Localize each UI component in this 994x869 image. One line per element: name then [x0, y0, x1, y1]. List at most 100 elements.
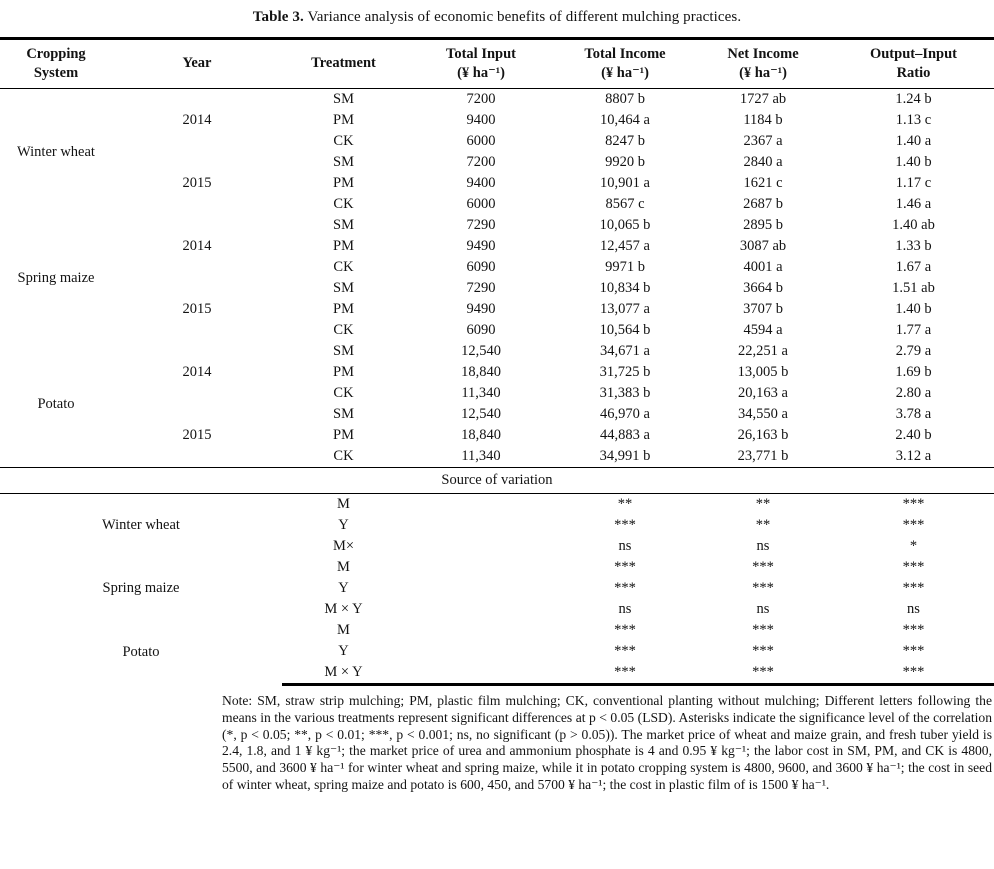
table-caption-label: Table 3.: [252, 9, 304, 25]
source-income-cell: ***: [557, 662, 693, 686]
data-row: CK 6090 10,564 b 4594 a 1.77 a: [0, 320, 994, 341]
total-income-cell: 31,725 b: [599, 364, 651, 380]
data-row: PM 9490 13,077 a 3707 b 1.40 b: [0, 299, 994, 320]
header-total-income: Total Income (¥ ha⁻¹): [557, 37, 693, 89]
source-income-cell: ns: [618, 601, 632, 617]
data-row: CK 6000 8247 b 2367 a 1.40 a: [0, 131, 994, 152]
source-net-cell: **: [755, 517, 771, 533]
source-input-cell: [405, 641, 557, 662]
table-caption-text: Variance analysis of economic benefits o…: [307, 9, 742, 25]
ratio-cell: 1.51 ab: [892, 280, 935, 296]
ratio-cell: 1.40 b: [895, 154, 932, 170]
year-cell: 2014: [182, 112, 212, 128]
header-row: Cropping System Year Treatment Total Inpu…: [0, 37, 994, 89]
header-output-input-ratio: Output–Input Ratio: [833, 37, 994, 89]
source-ratio-cell: ***: [902, 559, 925, 575]
ratio-cell: 1.40 a: [895, 133, 932, 149]
treatment-cell: CK: [282, 446, 405, 468]
source-ratio-cell: ***: [833, 662, 994, 686]
treatment-cell: SM: [333, 343, 354, 359]
source-row: Y *** *** ***: [0, 641, 994, 662]
source-of-variation-heading: Source of variation: [0, 467, 994, 494]
source-row: M × Y *** *** ***: [0, 662, 994, 686]
total-input-cell: 9400: [466, 175, 496, 191]
net-income-cell: 3707 b: [743, 301, 783, 317]
source-ratio-cell: ***: [902, 580, 925, 596]
total-input-cell: 9490: [466, 238, 496, 254]
source-input-cell: [405, 536, 557, 557]
source-input-cell: [405, 599, 557, 620]
source-input-cell: [405, 494, 557, 516]
data-row: Winter wheat 2014 SM 7200 8807 b 1727 ab 1.24 …: [0, 89, 994, 160]
year-cell: 2015: [182, 175, 212, 191]
data-row: PM 9400 10,901 a 1621 c 1.17 c: [0, 173, 994, 194]
treatment-cell: PM: [333, 364, 354, 380]
total-income-cell: 10,901 a: [600, 175, 650, 191]
data-row: PM 18,840 44,883 a 26,163 b 2.40 b: [0, 425, 994, 446]
table-header: Cropping System Year Treatment Total Inpu…: [0, 37, 994, 89]
source-row: Y *** *** ***: [0, 578, 994, 599]
net-income-cell: 22,251 a: [738, 343, 788, 359]
net-income-cell: 1184 b: [743, 112, 783, 128]
treatment-cell: CK: [333, 133, 354, 149]
factor-cell: M × Y: [282, 662, 405, 686]
source-row: Winter wheat M ** ** ***: [0, 494, 994, 533]
total-input-cell: 11,340: [461, 385, 501, 401]
total-income-cell: 13,077 a: [600, 301, 650, 317]
source-heading-section: Source of variation: [0, 467, 994, 494]
source-net-cell: ***: [693, 662, 833, 686]
treatment-cell: SM: [333, 406, 354, 422]
ratio-cell: 1.13 c: [895, 112, 932, 128]
crop-cell: Spring maize: [17, 269, 95, 286]
header-net-income: Net Income (¥ ha⁻¹): [693, 37, 833, 89]
factor-cell: M×: [332, 538, 355, 554]
source-input-cell: [405, 557, 557, 578]
crop-cell: Winter wheat: [17, 143, 95, 160]
net-income-cell: 3087 ab: [739, 238, 787, 254]
source-net-cell: ***: [752, 643, 774, 659]
total-income-cell: 9920 b: [605, 154, 645, 170]
total-input-cell: 12,540: [461, 343, 501, 359]
source-net-cell: ***: [752, 580, 774, 596]
source-income-cell: ns: [618, 538, 632, 554]
crop-cell: Potato: [37, 395, 75, 412]
total-input-cell: 7290: [466, 217, 496, 233]
total-input-cell: 18,840: [461, 364, 501, 380]
net-income-cell: 2840 a: [743, 154, 783, 170]
year-cell: 2015: [182, 427, 212, 443]
economics-table: Cropping System Year Treatment Total Inpu…: [0, 37, 994, 686]
factor-cell: M: [337, 496, 350, 512]
ratio-cell: 2.79 a: [895, 343, 932, 359]
data-row: Spring maize 2014 SM 7290 10,065 b 2895 b 1.40…: [0, 215, 994, 286]
factor-cell: Y: [338, 580, 349, 596]
total-input-cell: 6000: [466, 133, 496, 149]
source-ratio-cell: ***: [902, 496, 925, 512]
source-income-cell: ***: [614, 517, 636, 533]
source-input-cell: [405, 578, 557, 599]
table-note: Note: SM, straw strip mulching; PM, plas…: [222, 693, 992, 792]
treatment-cell: PM: [333, 427, 354, 443]
total-income-cell: 8807 b: [605, 91, 645, 107]
net-income-cell: 2367 a: [743, 133, 783, 149]
data-row: 2015 SM 12,540 46,970 a 34,550 a 3.78 a: [0, 404, 994, 443]
source-of-variation-row: Source of variation: [0, 467, 994, 494]
net-income-cell: 23,771 b: [693, 446, 833, 468]
net-income-cell: 13,005 b: [737, 364, 789, 380]
ratio-cell: 3.12 a: [833, 446, 994, 468]
source-income-cell: **: [617, 496, 633, 512]
treatment-cell: CK: [333, 385, 354, 401]
ratio-cell: 2.40 b: [895, 427, 932, 443]
source-net-cell: ***: [752, 622, 774, 638]
total-input-cell: 9490: [466, 301, 496, 317]
net-income-cell: 4001 a: [743, 259, 783, 275]
treatment-cell: SM: [333, 217, 354, 233]
total-income-cell: 44,883 a: [600, 427, 650, 443]
net-income-cell: 20,163 a: [738, 385, 788, 401]
data-row: PM 18,840 31,725 b 13,005 b 1.69 b: [0, 362, 994, 383]
total-income-cell: 34,671 a: [600, 343, 650, 359]
treatment-cell: SM: [333, 154, 354, 170]
total-input-cell: 7290: [466, 280, 496, 296]
data-row: CK 6090 9971 b 4001 a 1.67 a: [0, 257, 994, 278]
total-income-cell: 8247 b: [605, 133, 645, 149]
net-income-cell: 2687 b: [743, 196, 783, 212]
